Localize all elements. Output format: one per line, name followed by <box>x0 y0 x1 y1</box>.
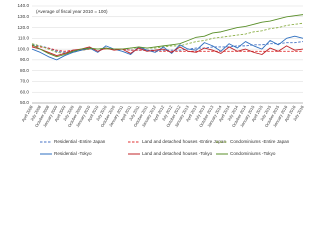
chart-subtitle: (Average of fiscal year 2010 = 100) <box>36 9 108 14</box>
y-tick-label: 70.0 <box>20 79 29 84</box>
series-line <box>31 35 304 61</box>
series-line <box>31 14 304 58</box>
chart: (Average of fiscal year 2010 = 100) 50.0… <box>18 3 306 156</box>
series-line <box>31 45 304 57</box>
y-tick-label: 80.0 <box>20 68 29 73</box>
legend-label: Land and detached houses -Tokyo <box>142 151 213 156</box>
legend-label: Land and detached houses -Entire Japan <box>142 139 226 144</box>
y-tick-label: 130.0 <box>18 14 30 19</box>
y-tick-label: 120.0 <box>18 25 30 30</box>
y-tick-label: 90.0 <box>20 57 29 62</box>
series-line <box>31 22 304 54</box>
y-tick-label: 60.0 <box>20 89 29 94</box>
legend-label: Residential -Tokyo <box>54 151 92 156</box>
legend-label: Condominiums -Tokyo <box>230 151 276 156</box>
y-tick-label: 110.0 <box>18 36 30 41</box>
y-tick-label: 100.0 <box>18 46 30 51</box>
y-tick-label: 50.0 <box>20 100 29 105</box>
legend-label: Residential -Entire Japan <box>54 139 106 144</box>
legend-label: Condominiums -Entire Japan <box>230 139 290 144</box>
y-tick-label: 140.0 <box>18 3 30 8</box>
